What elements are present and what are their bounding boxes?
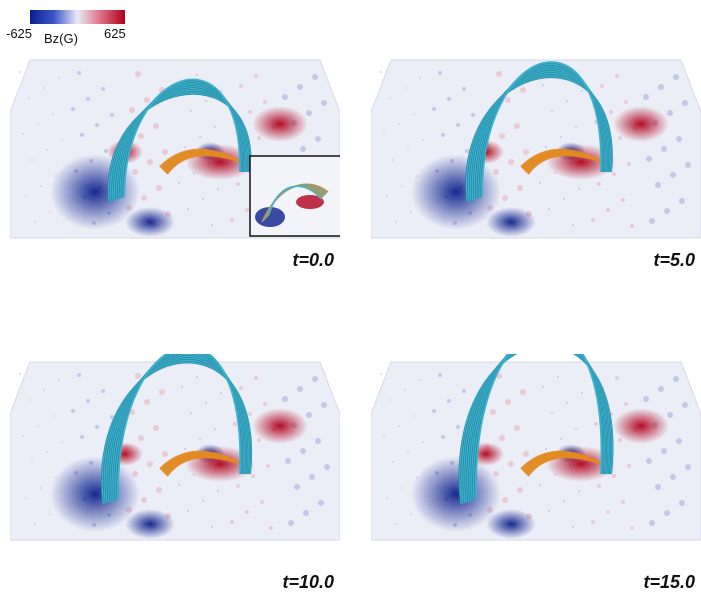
panel-t10-time-label: t=10.0	[282, 572, 334, 592]
panel-t15-time-label: t=15.0	[643, 572, 695, 592]
panel-t0: t=0.0	[10, 52, 340, 292]
panel-t10: t=10.0	[10, 354, 340, 594]
panel-t15: t=15.0	[371, 354, 701, 594]
panel-t0-time-label: t=0.0	[292, 250, 334, 270]
panel-t0-scene	[10, 59, 340, 239]
colorbar-legend: -625 Bz(G) 625	[0, 0, 150, 52]
panel-t15-scene	[371, 354, 701, 541]
panel-t10-scene	[10, 354, 340, 541]
colorbar-max-label: 625	[104, 26, 126, 41]
panel-t5-time-label: t=5.0	[653, 250, 695, 270]
panel-t5-scene	[371, 59, 701, 239]
panel-t5: t=5.0	[371, 52, 701, 292]
colorbar-gradient	[30, 10, 125, 24]
colorbar-unit-label: Bz(G)	[44, 31, 78, 46]
colorbar-min-label: -625	[6, 26, 33, 41]
